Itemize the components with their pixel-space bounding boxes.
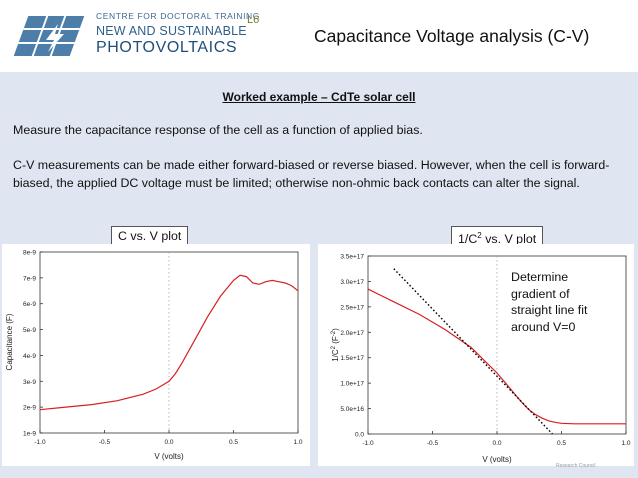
y-tick-label: 3.0e+17 [340, 279, 364, 286]
x-axis-label: V (volts) [482, 455, 512, 464]
y-tick-label: 1e-9 [23, 431, 36, 438]
y-tick-label: 2.0e+17 [340, 330, 364, 337]
paragraph-conditions: C-V measurements can be made either forw… [13, 158, 610, 190]
c-vs-v-chart: 1e-9 2e-9 3e-9 4e-9 5e-9 6e-9 7e-9 8e-9 -1.0 -0.… [2, 244, 310, 466]
y-tick-label: 1.5e+17 [340, 355, 364, 362]
straight-line-fit [393, 268, 553, 435]
x-tick-label: -1.0 [362, 440, 374, 447]
y-axis-label: 1/C2 (F-2) [331, 328, 340, 362]
inverse-c2-svg: 0.0 5.0e+16 1.0e+17 1.5e+17 2.0e+17 2.5e+17 3.… [331, 254, 631, 465]
y-tick-label: 3e-9 [23, 379, 36, 386]
y-tick-label: 2e-9 [23, 405, 36, 412]
x-tick-label: -0.5 [99, 439, 111, 446]
y-axis-label: Capacitance (F) [5, 313, 14, 370]
gradient-callout: Determine gradient of straight line fit … [511, 270, 588, 334]
y-tick-label: 0.0 [355, 432, 364, 439]
org-line1: CENTRE FOR DOCTORAL TRAINING [96, 11, 260, 21]
c-vs-v-svg: 1e-9 2e-9 3e-9 4e-9 5e-9 6e-9 7e-9 8e-9 -1.0 -0.… [5, 250, 303, 462]
y-tick-label: 6e-9 [23, 301, 36, 308]
lecture-number: L6 [247, 14, 260, 26]
tag2-sup: 2 [477, 231, 482, 240]
ylabel-sup1: 2 [331, 345, 337, 349]
x-tick-label: 0.0 [164, 439, 173, 446]
tag2-base: 1/C [458, 232, 478, 247]
footer-text: Research Council [556, 463, 596, 469]
capacitance-curve [39, 274, 299, 411]
org-line2: NEW AND SUSTAINABLE [96, 23, 247, 38]
x-tick-label: 1.0 [621, 440, 630, 447]
y-tick-label: 5e-9 [23, 327, 36, 334]
tag2-rest: vs. V plot [481, 232, 537, 247]
ylabel-mid: (F [331, 336, 340, 346]
inverse-c2-vs-v-chart: 0.0 5.0e+16 1.0e+17 1.5e+17 2.0e+17 2.5e+17 3.… [318, 244, 634, 466]
y-tick-label: 2.5e+17 [340, 304, 364, 311]
inverse-c2-vs-v-label: 1/C2 vs. V plot [451, 226, 544, 247]
org-line3: PHOTOVOLTAICS [96, 39, 238, 56]
slide-header: CENTRE FOR DOCTORAL TRAINING NEW AND SUS… [0, 0, 638, 72]
slide-title: Capacitance Voltage analysis (C-V) [314, 26, 590, 46]
section-subtitle: Worked example – CdTe solar cell [222, 90, 416, 104]
x-tick-label: 0.0 [492, 440, 501, 447]
c-vs-v-label: C vs. V plot [111, 226, 189, 246]
y-tick-label: 7e-9 [23, 275, 36, 282]
org-name: CENTRE FOR DOCTORAL TRAINING NEW AND SUS… [96, 12, 260, 56]
x-tick-label: -1.0 [34, 439, 46, 446]
x-tick-label: 0.5 [229, 439, 238, 446]
y-tick-label: 5.0e+16 [340, 406, 364, 413]
x-tick-label: 0.5 [557, 440, 566, 447]
paragraph-intro: Measure the capacitance response of the … [13, 123, 423, 137]
x-tick-label: 1.0 [293, 439, 302, 446]
y-tick-label: 3.5e+17 [340, 254, 364, 261]
y-tick-label: 1.0e+17 [340, 381, 364, 388]
y-tick-label: 8e-9 [23, 250, 36, 257]
x-tick-label: -0.5 [427, 440, 439, 447]
ylabel-sup2: -2 [331, 330, 337, 336]
photovoltaic-logo-icon [13, 16, 85, 56]
y-tick-label: 4e-9 [23, 353, 36, 360]
x-axis-label: V (volts) [154, 452, 184, 461]
ylabel-base: 1/C [331, 349, 340, 362]
ylabel-end: ) [331, 328, 340, 331]
